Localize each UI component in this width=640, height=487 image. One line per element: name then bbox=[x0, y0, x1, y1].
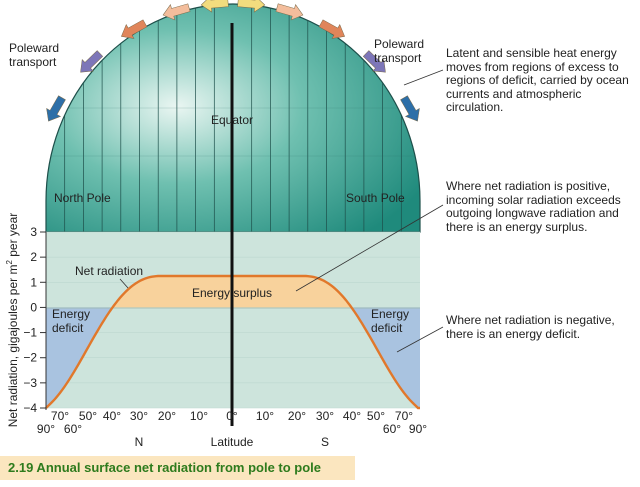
positive-note-leader bbox=[295, 204, 444, 292]
negative-note-leader bbox=[396, 326, 444, 353]
y-tick-label: −1 bbox=[23, 326, 37, 340]
poleward-transport-right: Poleward transport bbox=[374, 37, 424, 65]
transport-note: Latent and sensible heat energy moves fro… bbox=[446, 46, 629, 114]
x-tick-label-lower: 90° bbox=[37, 422, 55, 436]
x-axis-title: Latitude bbox=[211, 435, 254, 449]
caption-bar: 2.19 Annual surface net radiation from p… bbox=[0, 456, 355, 480]
net-radiation-label: Net radiation bbox=[75, 264, 143, 278]
positive-radiation-note: Where net radiation is positive, incoming… bbox=[446, 179, 621, 234]
transport-note-leader bbox=[403, 69, 444, 86]
energy-deficit-right-region bbox=[352, 307, 420, 408]
y-tick-label: 3 bbox=[30, 225, 37, 239]
negative-radiation-note: Where net radiation is negative, there is… bbox=[446, 313, 615, 341]
transport-arrow-icon bbox=[318, 19, 345, 39]
y-axis: 3 2 1 0 −1 −2 −3 −4 bbox=[23, 225, 47, 415]
y-axis-title: Net radiation, gigajoules per m2 per yea… bbox=[5, 213, 20, 428]
x-tick-label: 0° bbox=[226, 409, 238, 423]
equator-label: Equator bbox=[211, 113, 253, 127]
transport-arrows bbox=[46, 0, 420, 122]
x-tick-label-lower: 60° bbox=[383, 422, 401, 436]
x-tick-label: 20° bbox=[288, 409, 306, 423]
x-tick-label: 70° bbox=[51, 409, 69, 423]
x-tick-label: 70° bbox=[395, 409, 413, 423]
x-tick-label-lower: 90° bbox=[409, 422, 427, 436]
transport-arrow-icon bbox=[275, 3, 304, 21]
x-south-label: S bbox=[321, 435, 329, 449]
x-tick-label: 40° bbox=[103, 409, 121, 423]
x-tick-label: 10° bbox=[190, 409, 208, 423]
energy-surplus-label: Energy surplus bbox=[192, 286, 272, 300]
x-axis-ticks: 70° 50° 40° 30° 20° 10° 0° 10° 20° 30° 40° 50° 70°90… bbox=[37, 409, 427, 436]
figure-caption: 2.19 Annual surface net radiation from p… bbox=[8, 460, 322, 475]
north-pole-label: North Pole bbox=[54, 191, 111, 205]
transport-arrow-icon bbox=[400, 95, 420, 122]
transport-arrow-icon bbox=[237, 0, 266, 13]
south-pole-label: South Pole bbox=[346, 191, 405, 205]
net-radiation-leader bbox=[119, 278, 129, 289]
x-tick-label-lower: 60° bbox=[64, 422, 82, 436]
transport-arrow-icon bbox=[46, 95, 66, 122]
transport-arrow-icon bbox=[200, 0, 229, 13]
y-tick-label: −2 bbox=[23, 351, 37, 365]
poleward-transport-left: Poleward transport bbox=[9, 41, 59, 69]
energy-deficit-right-label: Energy deficit bbox=[371, 307, 409, 335]
y-tick-label: −4 bbox=[23, 401, 37, 415]
x-tick-label: 40° bbox=[343, 409, 361, 423]
y-tick-label: 2 bbox=[30, 250, 37, 264]
x-tick-label: 30° bbox=[316, 409, 334, 423]
x-north-label: N bbox=[135, 435, 144, 449]
transport-arrow-icon bbox=[362, 50, 386, 73]
energy-deficit-left-label: Energy deficit bbox=[52, 307, 90, 335]
transport-arrow-icon bbox=[121, 19, 148, 39]
transport-arrow-icon bbox=[80, 50, 104, 73]
x-tick-label: 20° bbox=[158, 409, 176, 423]
y-tick-label: 0 bbox=[30, 300, 37, 314]
x-tick-label: 50° bbox=[79, 409, 97, 423]
x-tick-label: 50° bbox=[367, 409, 385, 423]
x-tick-label: 10° bbox=[256, 409, 274, 423]
transport-arrow-icon bbox=[162, 3, 191, 21]
y-tick-label: −3 bbox=[23, 376, 37, 390]
x-tick-label: 30° bbox=[130, 409, 148, 423]
y-tick-label: 1 bbox=[30, 275, 37, 289]
